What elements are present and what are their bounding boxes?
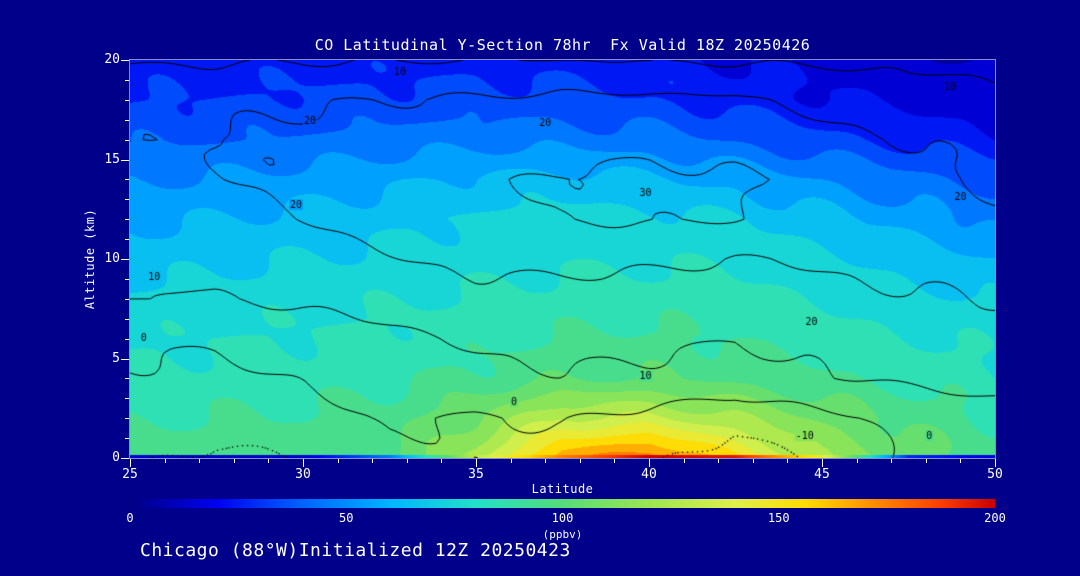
y-tick-mark [121, 259, 129, 260]
y-tick-mark [125, 99, 129, 101]
x-tick-mark [579, 459, 581, 463]
y-tick-mark [125, 139, 129, 141]
footer-caption: Chicago (88°W)Initialized 12Z 20250423 [140, 540, 571, 561]
x-axis-label: Latitude [531, 482, 594, 496]
y-tick-mark [125, 239, 129, 241]
x-tick-mark [303, 459, 304, 467]
x-tick-mark [683, 459, 685, 463]
colorbar-tick-label: 100 [551, 511, 574, 525]
x-tick-mark [856, 459, 858, 463]
x-tick-mark [510, 459, 512, 463]
y-tick-mark [125, 199, 129, 201]
x-tick-label: 50 [987, 467, 1003, 482]
x-tick-mark [268, 459, 270, 463]
y-tick-mark [125, 179, 129, 181]
y-tick-mark [125, 318, 129, 320]
x-tick-mark [372, 459, 374, 463]
y-tick-mark [125, 119, 129, 121]
y-tick-mark [121, 60, 129, 61]
x-tick-mark [787, 459, 789, 463]
x-tick-mark [199, 459, 201, 463]
y-tick-mark [125, 418, 129, 420]
y-tick-mark [121, 458, 129, 459]
colorbar-tick-label: 200 [984, 511, 1006, 525]
x-tick-mark [441, 459, 443, 463]
colorbar-tick-label: 50 [339, 511, 354, 525]
x-tick-label: 45 [814, 467, 830, 482]
x-tick-mark [752, 459, 754, 463]
x-tick-mark [545, 459, 547, 463]
y-tick-mark [125, 79, 129, 81]
plot-area [130, 60, 995, 458]
y-tick-mark [125, 298, 129, 300]
chart-title: CO Latitudinal Y-Section 78hr Fx Valid 1… [314, 36, 811, 54]
x-tick-mark [614, 459, 616, 463]
x-tick-label: 30 [295, 467, 311, 482]
colorbar-tick-label: 150 [767, 511, 790, 525]
x-tick-mark [925, 459, 927, 463]
x-tick-mark [164, 459, 166, 463]
x-tick-mark [649, 459, 650, 467]
y-tick-mark [121, 358, 129, 360]
colorbar-units-label: (ppbv) [542, 528, 583, 541]
x-tick-mark [822, 459, 823, 467]
x-tick-mark [891, 459, 893, 463]
x-tick-label: 40 [641, 467, 657, 482]
y-tick-mark [125, 398, 129, 400]
x-tick-mark [337, 459, 339, 463]
x-tick-mark [233, 459, 235, 463]
x-tick-mark [995, 459, 996, 467]
x-tick-mark [406, 459, 408, 463]
x-tick-mark [718, 459, 720, 463]
y-tick-mark [125, 438, 129, 440]
x-tick-mark [476, 459, 477, 467]
y-tick-mark [125, 219, 129, 221]
x-tick-mark [130, 459, 131, 467]
contour-plot-canvas [130, 60, 995, 458]
x-tick-mark [960, 459, 962, 463]
x-tick-label: 25 [122, 467, 138, 482]
y-axis-label: Altitude (km) [83, 208, 98, 310]
colorbar-gradient [130, 499, 995, 508]
y-tick-mark [125, 378, 129, 380]
colorbar-tick-label: 0 [126, 511, 134, 525]
y-axis-label-wrap: Altitude (km) [80, 60, 100, 458]
x-tick-label: 35 [468, 467, 484, 482]
y-tick-mark [125, 278, 129, 280]
y-tick-mark [125, 338, 129, 340]
y-tick-mark [121, 159, 129, 161]
